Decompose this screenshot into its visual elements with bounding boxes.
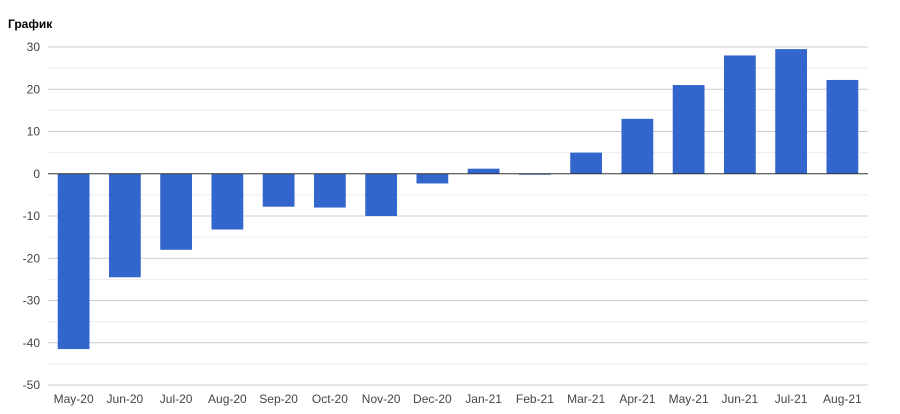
- x-tick-label: Aug-21: [823, 392, 862, 406]
- bar-oct-20[interactable]: [313, 173, 346, 208]
- x-tick-label: Jul-20: [160, 392, 193, 406]
- x-tick-label: Jun-20: [107, 392, 144, 406]
- y-tick-label: 10: [27, 125, 41, 139]
- x-tick-label: Nov-20: [362, 392, 401, 406]
- y-axis-tick-labels: 30 20 10 0 -10 -20 -30 -40 -50: [23, 40, 41, 392]
- bar-apr-21[interactable]: [621, 118, 654, 174]
- x-tick-label: Dec-20: [413, 392, 452, 406]
- bar-may-20[interactable]: [57, 173, 90, 350]
- bar-sep-20[interactable]: [262, 173, 295, 207]
- bar-jun-20[interactable]: [108, 173, 141, 278]
- x-tick-label: Aug-20: [208, 392, 247, 406]
- bars: [57, 49, 859, 350]
- x-tick-label: Jun-21: [722, 392, 759, 406]
- bar-aug-20[interactable]: [211, 173, 244, 230]
- x-tick-label: Feb-21: [516, 392, 554, 406]
- x-tick-label: Mar-21: [567, 392, 605, 406]
- y-tick-label: -20: [23, 251, 41, 265]
- x-axis-tick-labels: May-20 Jun-20 Jul-20 Aug-20 Sep-20 Oct-20 Nov-…: [54, 392, 862, 406]
- x-tick-label: May-20: [54, 392, 94, 406]
- bar-jun-21[interactable]: [723, 55, 756, 174]
- bar-jan-21[interactable]: [467, 168, 500, 174]
- y-tick-label: 30: [27, 40, 41, 54]
- y-tick-label: -30: [23, 294, 41, 308]
- bar-may-21[interactable]: [672, 85, 705, 174]
- bar-dec-20[interactable]: [416, 173, 449, 184]
- x-tick-label: Sep-20: [259, 392, 298, 406]
- x-tick-label: Oct-20: [312, 392, 348, 406]
- bar-nov-20[interactable]: [365, 173, 398, 216]
- x-tick-label: Jan-21: [465, 392, 502, 406]
- bar-aug-21[interactable]: [826, 79, 859, 174]
- y-tick-label: -50: [23, 378, 41, 392]
- chart-title: График: [8, 17, 53, 31]
- y-tick-label: -10: [23, 209, 41, 223]
- y-tick-label: 0: [33, 167, 40, 181]
- bar-mar-21[interactable]: [570, 152, 603, 174]
- bar-jul-21[interactable]: [775, 49, 808, 174]
- x-tick-label: May-21: [669, 392, 709, 406]
- x-tick-label: Jul-21: [775, 392, 808, 406]
- x-tick-label: Apr-21: [619, 392, 655, 406]
- y-tick-label: -40: [23, 336, 41, 350]
- y-tick-label: 20: [27, 82, 41, 96]
- bar-jul-20[interactable]: [160, 173, 193, 250]
